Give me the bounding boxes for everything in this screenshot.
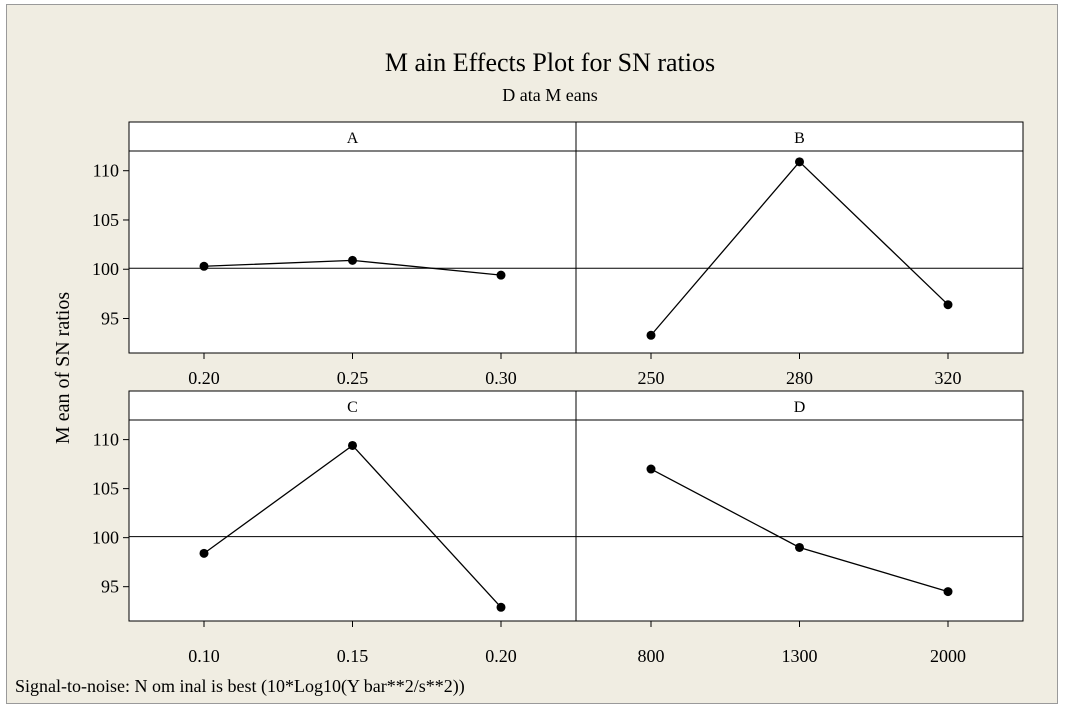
data-point [795, 157, 804, 167]
panel-A: A 0.20 0.25 0.30 95 100 105 110 [92, 121, 577, 388]
panel-B: B 250 280 320 [575, 121, 1024, 388]
panel-strip-label: C [347, 399, 358, 416]
data-point [496, 270, 506, 280]
x-tick-label: 0.20 [188, 368, 220, 388]
data-point [348, 440, 357, 450]
x-tick-label: 250 [638, 368, 665, 388]
panel-strip-label: B [794, 130, 805, 147]
y-tick-label: 110 [93, 430, 119, 450]
data-point [943, 300, 953, 310]
data-point [199, 548, 209, 558]
panel-plot-area [128, 150, 577, 354]
x-tick-label: 0.10 [188, 646, 220, 666]
footnote: Signal-to-noise: N om inal is best (10*L… [15, 676, 465, 697]
chart-title: M ain Effects Plot for SN ratios [385, 48, 715, 77]
panel-strip [128, 390, 577, 421]
data-point [943, 587, 953, 597]
x-tick-label: 1300 [782, 646, 818, 666]
panel-strip-label: A [347, 130, 359, 147]
y-tick-label: 105 [92, 210, 119, 230]
data-point [646, 464, 656, 474]
panel-C: C 0.10 0.15 0.20 95 100 105 110 [92, 390, 577, 666]
panel-strip [575, 390, 1024, 421]
y-tick-label: 105 [92, 479, 119, 499]
panel-plot-area [575, 419, 1024, 622]
data-point [348, 255, 357, 265]
y-axis-label: M ean of SN ratios [52, 292, 74, 444]
x-tick-label: 800 [638, 646, 665, 666]
data-point [199, 261, 209, 271]
y-tick-label: 110 [93, 161, 119, 181]
panel-plot-area [575, 150, 1024, 354]
y-tick-label: 100 [92, 528, 119, 548]
y-tick-label: 95 [101, 577, 119, 597]
x-tick-label: 280 [786, 368, 813, 388]
chart-subtitle: D ata M eans [502, 85, 597, 105]
x-tick-label: 0.15 [337, 646, 369, 666]
panel-strip [128, 121, 577, 152]
y-tick-label: 95 [101, 309, 119, 329]
data-point [496, 602, 506, 612]
data-point [646, 330, 656, 340]
x-tick-label: 0.25 [337, 368, 369, 388]
panel-strip-label: D [794, 399, 806, 416]
x-tick-label: 0.20 [485, 646, 517, 666]
x-tick-label: 0.30 [485, 368, 517, 388]
x-tick-label: 2000 [930, 646, 966, 666]
data-point [795, 542, 804, 552]
panels-group: A 0.20 0.25 0.30 95 100 105 110 B 250 280 320 C 0.10 0… [92, 121, 1024, 666]
panel-D: D 800 1300 2000 [575, 390, 1024, 666]
x-tick-label: 320 [935, 368, 962, 388]
panel-plot-area [128, 419, 577, 622]
chart-figure: M ain Effects Plot for SN ratios D ata M… [6, 4, 1058, 704]
chart-svg: M ain Effects Plot for SN ratios D ata M… [15, 48, 1024, 697]
y-tick-label: 100 [92, 259, 119, 279]
